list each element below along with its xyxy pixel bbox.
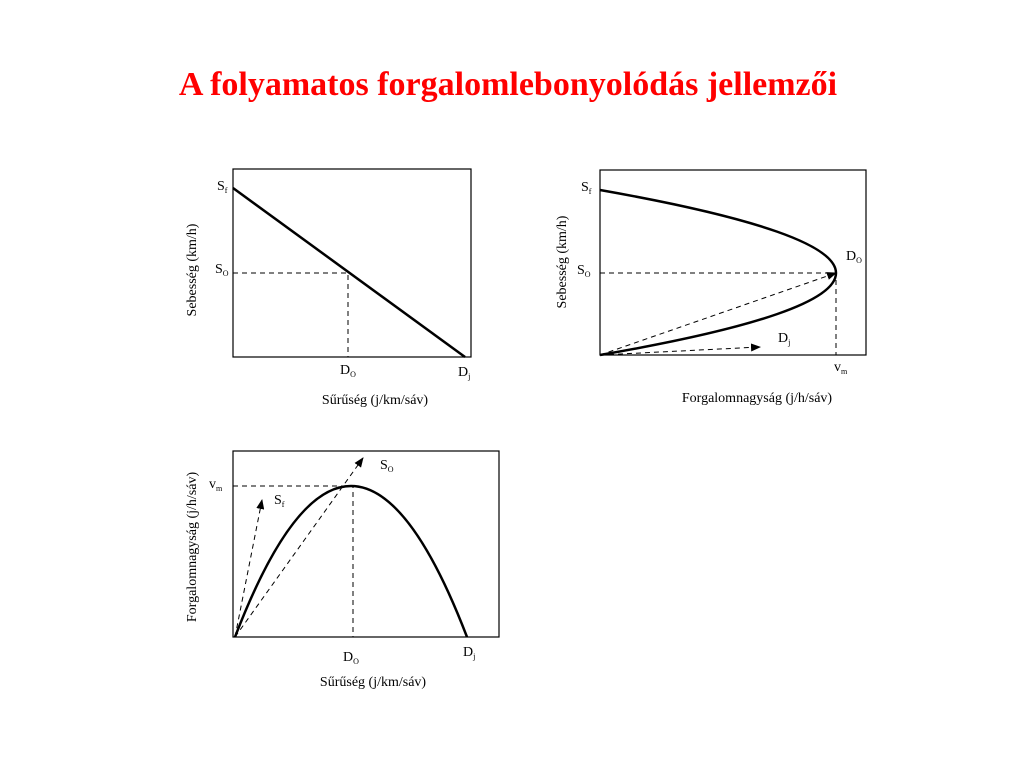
y-label: Sebesség (km/h) bbox=[555, 215, 570, 308]
label-subscript: O bbox=[223, 269, 229, 278]
label: Sf bbox=[581, 180, 592, 196]
guide-line bbox=[233, 485, 354, 637]
label: DO bbox=[846, 249, 862, 265]
label-subscript: O bbox=[388, 465, 394, 474]
flow-density-curve bbox=[233, 485, 469, 638]
label-main: D bbox=[463, 645, 473, 660]
label-main: v bbox=[834, 360, 841, 375]
x-label: Sűrűség (j/km/sáv) bbox=[320, 675, 426, 690]
arrow bbox=[234, 457, 364, 638]
x-label: Sűrűség (j/km/sáv) bbox=[322, 393, 428, 408]
label: DO bbox=[343, 650, 359, 666]
label: vm bbox=[834, 360, 848, 376]
speed-line bbox=[232, 186, 466, 359]
label-subscript: j bbox=[472, 652, 475, 661]
plot-frame bbox=[232, 168, 472, 358]
x-label: Forgalomnagyság (j/h/sáv) bbox=[682, 391, 833, 406]
label: SO bbox=[380, 458, 394, 474]
panel-speed-flow: Sebesség (km/h) Forgalomnagyság (j/h/sáv… bbox=[555, 169, 867, 406]
y-label: Sebesség (km/h) bbox=[185, 223, 200, 316]
label-main: S bbox=[577, 263, 585, 278]
label-main: D bbox=[340, 363, 350, 378]
arrow bbox=[599, 272, 837, 356]
label-subscript: f bbox=[282, 500, 285, 509]
label-subscript: m bbox=[216, 484, 223, 493]
panel-flow-density: Forgalomnagyság (j/h/sáv) Sűrűség (j/km/… bbox=[185, 450, 500, 690]
label-subscript: j bbox=[467, 372, 470, 381]
label: SO bbox=[215, 262, 229, 278]
y-label: Forgalomnagyság (j/h/sáv) bbox=[185, 472, 200, 623]
plot-frame bbox=[232, 450, 500, 638]
label-subscript: m bbox=[841, 367, 848, 376]
label-main: S bbox=[274, 493, 282, 508]
label: Dj bbox=[778, 331, 790, 347]
label: Dj bbox=[463, 645, 475, 661]
label-main: S bbox=[581, 180, 589, 195]
arrow bbox=[234, 499, 265, 638]
label: vm bbox=[209, 477, 223, 493]
label-main: D bbox=[458, 365, 468, 380]
panel-speed-density: Sebesség (km/h) Sűrűség (j/km/sáv) Sf SO… bbox=[185, 168, 472, 408]
label-main: D bbox=[343, 650, 353, 665]
plot-frame bbox=[599, 169, 867, 356]
label: Sf bbox=[217, 179, 228, 195]
label-main: S bbox=[380, 458, 388, 473]
label-subscript: O bbox=[856, 256, 862, 265]
guide-line bbox=[233, 272, 349, 357]
label-main: S bbox=[215, 262, 223, 277]
label-subscript: O bbox=[353, 657, 359, 666]
label-main: D bbox=[846, 249, 856, 264]
label-main: v bbox=[209, 477, 216, 492]
label: DO bbox=[340, 363, 356, 379]
label-subscript: j bbox=[787, 338, 790, 347]
label-main: S bbox=[217, 179, 225, 194]
label: SO bbox=[577, 263, 591, 279]
label: Dj bbox=[458, 365, 470, 381]
label-subscript: O bbox=[350, 370, 356, 379]
label-subscript: O bbox=[585, 270, 591, 279]
label-subscript: f bbox=[589, 187, 592, 196]
label-subscript: f bbox=[225, 186, 228, 195]
label: Sf bbox=[274, 493, 285, 509]
label-main: D bbox=[778, 331, 788, 346]
slide-title: A folyamatos forgalomlebonyolódás jellem… bbox=[179, 66, 837, 103]
